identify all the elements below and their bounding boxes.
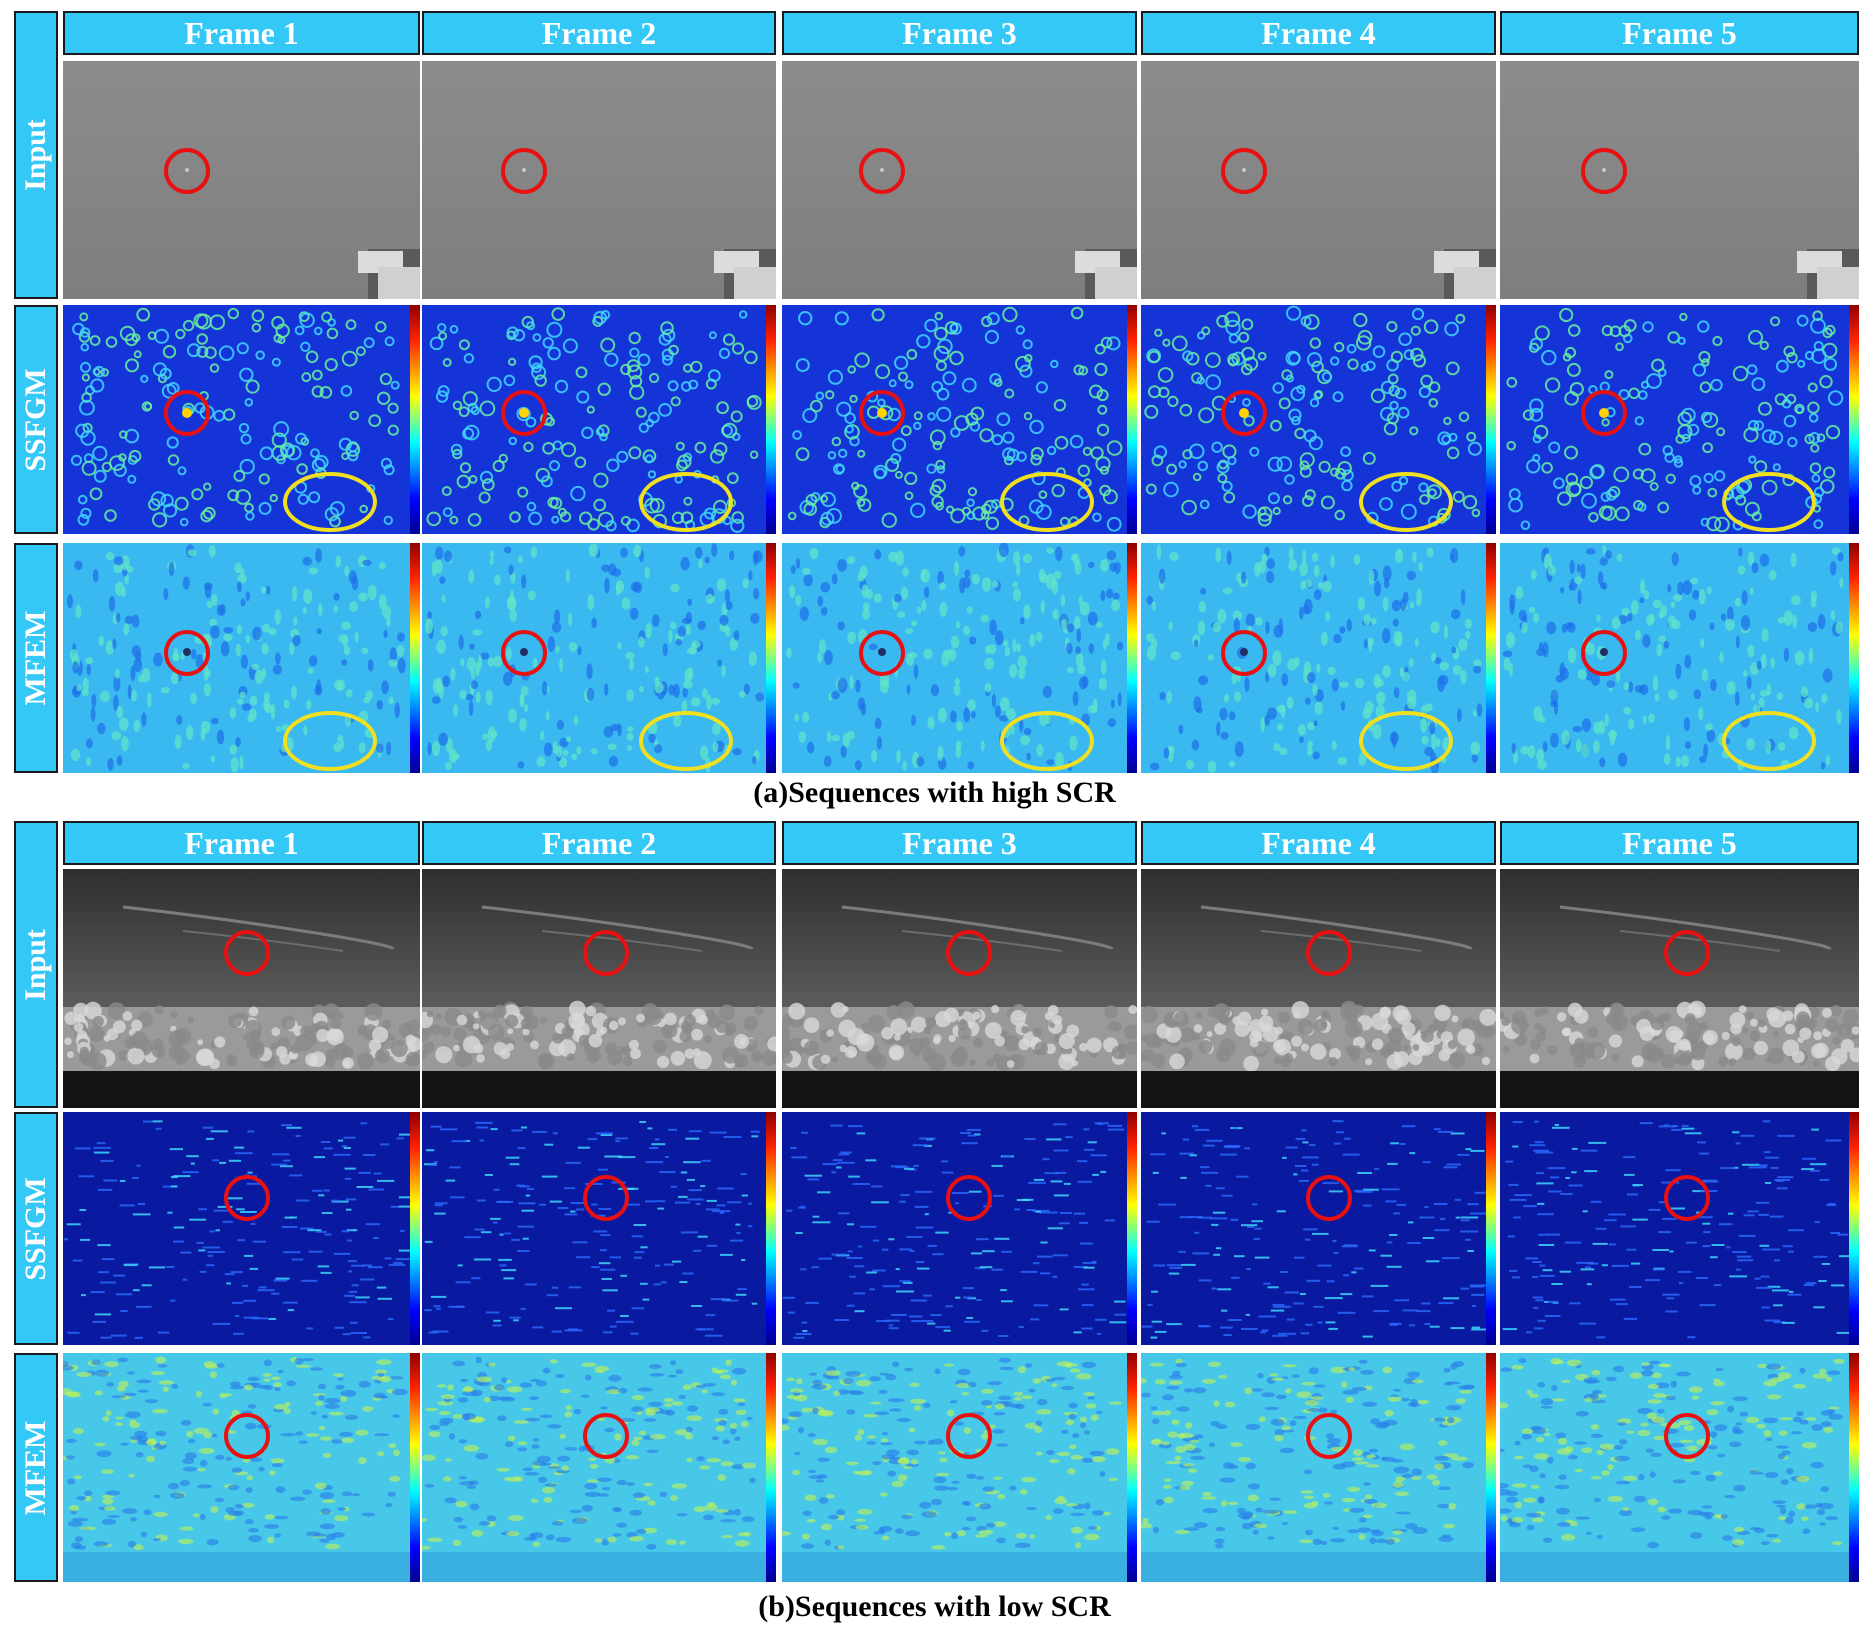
input-frame-2 [422, 61, 776, 299]
mfem-frame-1 [63, 543, 420, 773]
row-label-mfem: MFEM [14, 1353, 58, 1582]
frame-header-2: Frame 2 [422, 821, 776, 865]
ssfgm-frame-5 [1500, 1112, 1859, 1345]
target-circle [1581, 390, 1627, 436]
mfem-frame-2 [422, 543, 776, 773]
target-circle [1221, 148, 1267, 194]
target-circle [1306, 1413, 1352, 1459]
ssfgm-frame-2 [422, 1112, 776, 1345]
mfem-frame-5 [1500, 1353, 1859, 1582]
input-frame-4 [1141, 869, 1496, 1108]
row-label-input: Input [14, 11, 58, 299]
frame-header-1: Frame 1 [63, 821, 420, 865]
target-circle [1306, 930, 1352, 976]
ssfgm-frame-3 [782, 305, 1137, 534]
target-circle [501, 148, 547, 194]
target-circle [1306, 1175, 1352, 1221]
input-frame-4 [1141, 61, 1496, 299]
input-frame-1 [63, 61, 420, 299]
ssfgm-frame-4 [1141, 1112, 1496, 1345]
clutter-ellipse [283, 711, 377, 771]
clutter-ellipse [1722, 711, 1816, 771]
mfem-frame-3 [782, 543, 1137, 773]
target-circle [859, 630, 905, 676]
frame-header-4: Frame 4 [1141, 821, 1496, 865]
clutter-ellipse [639, 472, 733, 532]
row-label-ssfgm-text: SSFGM [19, 1176, 52, 1281]
frame-header-5: Frame 5 [1500, 821, 1859, 865]
target-circle [164, 390, 210, 436]
mfem-frame-4 [1141, 1353, 1496, 1582]
frame-header-5: Frame 5 [1500, 11, 1859, 55]
frame-header-3: Frame 3 [782, 821, 1137, 865]
target-circle [224, 1175, 270, 1221]
input-frame-5 [1500, 869, 1859, 1108]
ssfgm-frame-5 [1500, 305, 1859, 534]
clutter-ellipse [1359, 472, 1453, 532]
frame-header-4: Frame 4 [1141, 11, 1496, 55]
target-circle [583, 1175, 629, 1221]
target-circle [859, 390, 905, 436]
frame-header-2: Frame 2 [422, 11, 776, 55]
clutter-ellipse [639, 711, 733, 771]
row-label-ssfgm: SSFGM [14, 305, 58, 534]
ssfgm-frame-2 [422, 305, 776, 534]
ssfgm-frame-3 [782, 1112, 1137, 1345]
frame-header-1: Frame 1 [63, 11, 420, 55]
target-circle [1664, 1413, 1710, 1459]
mfem-frame-2 [422, 1353, 776, 1582]
mfem-frame-5 [1500, 543, 1859, 773]
target-circle [224, 1413, 270, 1459]
target-circle [946, 1413, 992, 1459]
mfem-frame-1 [63, 1353, 420, 1582]
mfem-frame-3 [782, 1353, 1137, 1582]
row-label-mfem-text: MFEM [19, 1420, 52, 1515]
clutter-ellipse [1000, 711, 1094, 771]
target-circle [859, 148, 905, 194]
ssfgm-frame-1 [63, 305, 420, 534]
input-frame-3 [782, 869, 1137, 1108]
ssfgm-frame-1 [63, 1112, 420, 1345]
row-label-ssfgm: SSFGM [14, 1112, 58, 1345]
clutter-ellipse [1359, 711, 1453, 771]
target-circle [224, 930, 270, 976]
caption-high-scr: (a)Sequences with high SCR [753, 776, 1116, 809]
clutter-ellipse [1722, 472, 1816, 532]
mfem-frame-4 [1141, 543, 1496, 773]
input-frame-3 [782, 61, 1137, 299]
target-circle [583, 930, 629, 976]
target-circle [501, 630, 547, 676]
target-circle [1664, 930, 1710, 976]
input-frame-5 [1500, 61, 1859, 299]
ssfgm-frame-4 [1141, 305, 1496, 534]
target-circle [1221, 390, 1267, 436]
caption-low-scr: (b)Sequences with low SCR [758, 1590, 1111, 1623]
frame-header-3: Frame 3 [782, 11, 1137, 55]
target-circle [164, 630, 210, 676]
target-circle [946, 1175, 992, 1221]
target-circle [164, 148, 210, 194]
target-circle [583, 1413, 629, 1459]
target-circle [501, 390, 547, 436]
input-frame-1 [63, 869, 420, 1108]
target-circle [1221, 630, 1267, 676]
section-high-scr: Frame 1 Frame 2 Frame 3 Frame 4 Frame 5 … [0, 0, 1869, 810]
target-circle [946, 930, 992, 976]
clutter-ellipse [1000, 472, 1094, 532]
target-circle [1664, 1175, 1710, 1221]
row-label-input: Input [14, 821, 58, 1108]
input-frame-2 [422, 869, 776, 1108]
target-circle [1581, 148, 1627, 194]
clutter-ellipse [283, 472, 377, 532]
row-label-input-text: Input [19, 928, 52, 1001]
row-label-mfem: MFEM [14, 543, 58, 773]
target-circle [1581, 630, 1627, 676]
